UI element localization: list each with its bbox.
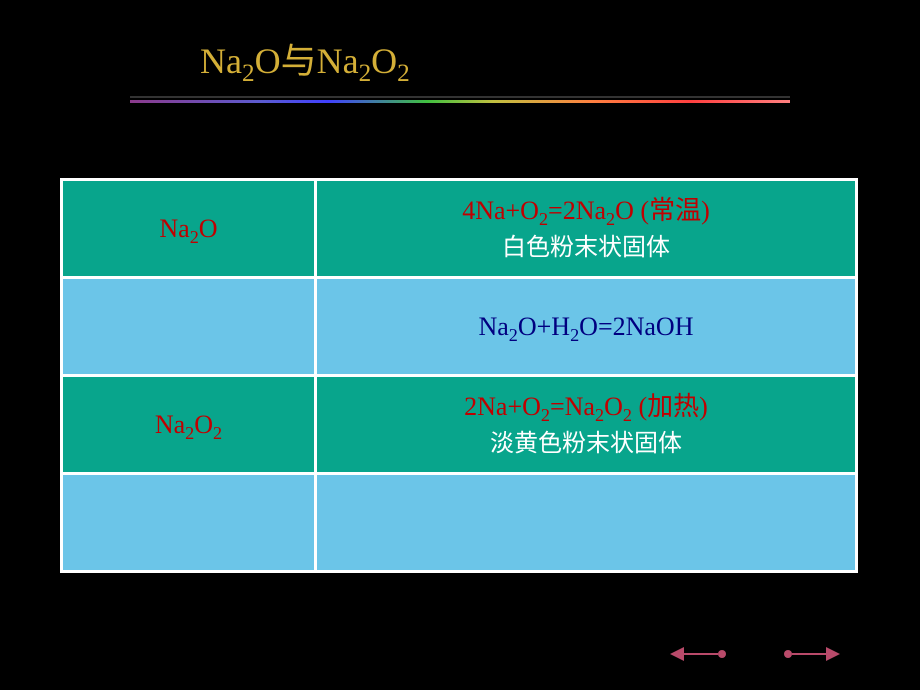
title-sub3: 2 (397, 60, 410, 87)
chem-label: Na2O2 (155, 410, 222, 439)
row3-description: 淡黄色粉末状固体 (490, 426, 682, 462)
title-prefix2: Na (317, 41, 359, 81)
table-row: Na2O 4Na+O2=2Na2O (常温) 白色粉末状固体 (62, 180, 857, 278)
slide-title: Na2O与Na2O2 (200, 32, 410, 84)
prev-button[interactable] (670, 644, 730, 664)
row2-label-cell (62, 278, 316, 376)
row2-content-cell: Na2O+H2O=2NaOH (315, 278, 856, 376)
comparison-table: Na2O 4Na+O2=2Na2O (常温) 白色粉末状固体 Na2O+H2O=… (60, 178, 858, 573)
table-row: Na2O+H2O=2NaOH (62, 278, 857, 376)
table-row: Na2O2 2Na+O2=Na2O2 (加热) 淡黄色粉末状固体 (62, 376, 857, 474)
title-sub2: 2 (359, 60, 372, 87)
row3-label-cell: Na2O2 (62, 376, 316, 474)
row4-label-cell (62, 474, 316, 572)
row1-description: 白色粉末状固体 (502, 230, 670, 266)
row3-content-cell: 2Na+O2=Na2O2 (加热) 淡黄色粉末状固体 (315, 376, 856, 474)
row1-label-cell: Na2O (62, 180, 316, 278)
row1-equation: 4Na+O2=2Na2O (常温) (462, 191, 710, 230)
row4-content-cell (315, 474, 856, 572)
title-connector: 与 (281, 41, 317, 81)
next-button[interactable] (780, 644, 840, 664)
chem-label: Na2O (159, 214, 217, 243)
arrow-left-icon (670, 644, 730, 664)
arrow-right-icon (780, 644, 840, 664)
title-mid1: O (255, 41, 281, 81)
nav-arrows (670, 644, 840, 664)
title-underline (130, 100, 790, 103)
title-sub1: 2 (242, 60, 255, 87)
title-prefix1: Na (200, 41, 242, 81)
title-mid2: O (371, 41, 397, 81)
row2-equation: Na2O+H2O=2NaOH (325, 312, 847, 342)
title-underline-shadow (130, 96, 790, 98)
table-row (62, 474, 857, 572)
row1-content-cell: 4Na+O2=2Na2O (常温) 白色粉末状固体 (315, 180, 856, 278)
row3-equation: 2Na+O2=Na2O2 (加热) (464, 387, 708, 426)
